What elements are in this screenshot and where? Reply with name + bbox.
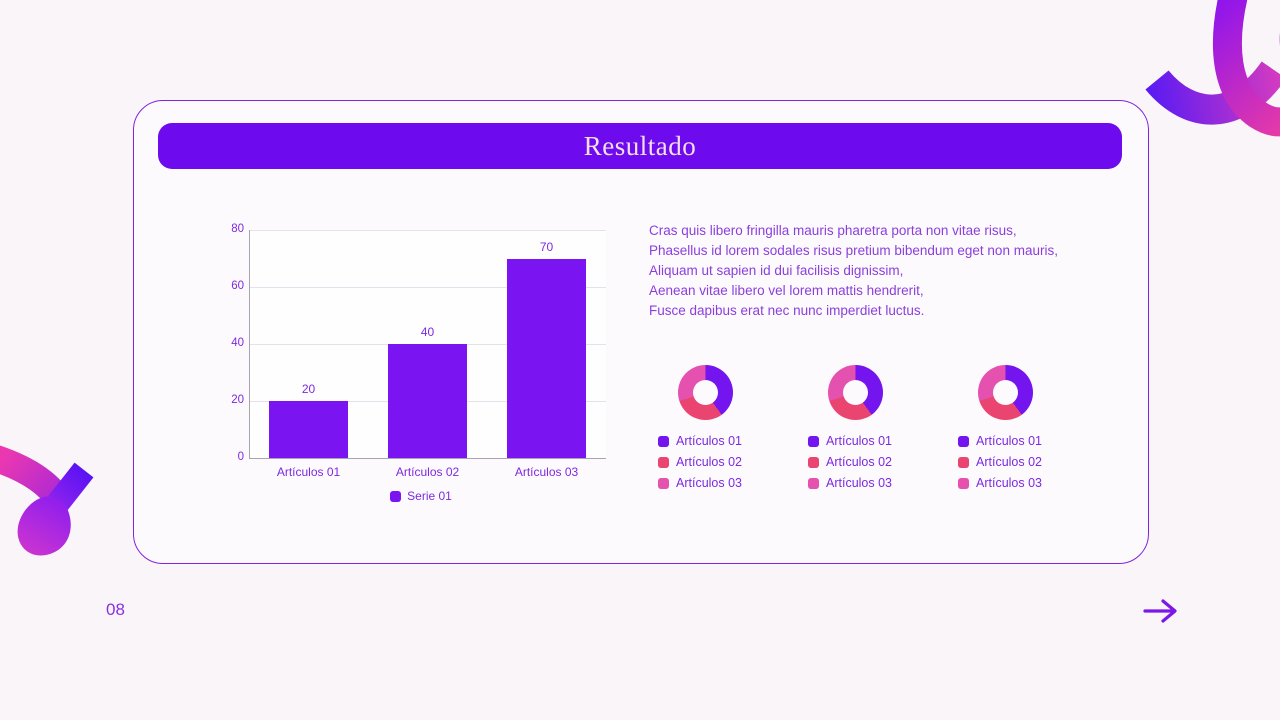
y-axis-tick-label: 0 xyxy=(237,451,244,463)
donut-hole xyxy=(693,380,718,405)
y-axis-line xyxy=(249,230,250,458)
x-axis-category-label: Artículos 02 xyxy=(395,465,460,479)
bar-value-label: 40 xyxy=(420,325,435,339)
legend-swatch xyxy=(658,477,669,489)
legend-label: Artículos 01 xyxy=(826,434,893,448)
legend-label: Serie 01 xyxy=(407,489,452,503)
donut-legend-item: Artículos 02 xyxy=(958,455,1106,469)
donut-charts: Artículos 01 Artículos 02 Artículos 03 Artí… xyxy=(656,359,1126,519)
donut-chart: Artículos 01 Artículos 02 Artículos 03 xyxy=(656,359,806,519)
donut-legend-item: Artículos 03 xyxy=(658,476,806,490)
legend-label: Artículos 03 xyxy=(826,476,893,490)
legend-swatch xyxy=(808,477,819,489)
donut-chart: Artículos 01 Artículos 02 Artículos 03 xyxy=(806,359,956,519)
bar-value-label: 20 xyxy=(301,382,316,396)
arrow-right-icon[interactable] xyxy=(1141,595,1181,627)
legend-label: Artículos 02 xyxy=(676,455,743,469)
body-text: Cras quis libero fringilla mauris pharet… xyxy=(649,221,1079,321)
legend-label: Artículos 03 xyxy=(676,476,743,490)
donut-legend-item: Artículos 03 xyxy=(808,476,956,490)
donut-ring xyxy=(828,365,883,420)
legend-label: Artículos 02 xyxy=(976,455,1043,469)
y-axis-tick-label: 80 xyxy=(231,223,244,235)
legend-swatch xyxy=(808,456,819,468)
bar-value-label: 70 xyxy=(539,239,554,254)
gridline xyxy=(249,287,606,288)
donut-hole xyxy=(993,380,1018,405)
x-axis-category-label: Artículos 03 xyxy=(514,465,579,479)
legend-swatch xyxy=(958,435,969,447)
x-axis-category-label: Artículos 01 xyxy=(276,465,341,479)
legend-swatch xyxy=(958,456,969,468)
donut-hole xyxy=(843,380,868,405)
donut-legend-item: Artículos 02 xyxy=(808,455,956,469)
body-text-line: Phasellus id lorem sodales risus pretium… xyxy=(649,243,1058,258)
legend-label: Artículos 01 xyxy=(676,434,743,448)
body-text-line: Aliquam ut sapien id dui facilisis digni… xyxy=(649,263,904,278)
title-bar: Resultado xyxy=(158,123,1122,169)
y-axis-tick-label: 60 xyxy=(231,280,244,292)
legend-swatch xyxy=(658,456,669,468)
page-number: 08 xyxy=(106,600,125,619)
donut-legend-item: Artículos 02 xyxy=(658,455,806,469)
donut-legend-item: Artículos 01 xyxy=(808,434,956,448)
content-card: Resultado 0 20 40 60 80 20 Artículos 01 40 Artíc… xyxy=(133,100,1149,564)
x-axis-line xyxy=(249,458,606,459)
legend-label: Artículos 02 xyxy=(826,455,893,469)
y-axis-tick-label: 40 xyxy=(231,337,244,349)
donut-legend-item: Artículos 01 xyxy=(958,434,1106,448)
donut-ring xyxy=(678,365,733,420)
chart-legend: Serie 01 xyxy=(226,489,616,503)
donut-legend-item: Artículos 01 xyxy=(658,434,806,448)
y-axis-tick-label: 20 xyxy=(231,394,244,406)
legend-swatch xyxy=(808,435,819,447)
donut-legend-item: Artículos 03 xyxy=(958,476,1106,490)
body-text-line: Cras quis libero fringilla mauris pharet… xyxy=(649,223,1017,238)
bar xyxy=(388,344,467,458)
bar xyxy=(507,258,586,458)
gridline xyxy=(249,230,606,231)
body-text-line: Aenean vitae libero vel lorem mattis hen… xyxy=(649,283,924,298)
legend-swatch xyxy=(958,477,969,489)
legend-label: Artículos 03 xyxy=(976,476,1043,490)
body-text-line: Fusce dapibus erat nec nunc imperdiet lu… xyxy=(649,303,925,318)
legend-label: Artículos 01 xyxy=(976,434,1043,448)
bar-chart: 0 20 40 60 80 20 Artículos 01 40 Artículos 02 70 A… xyxy=(226,223,616,513)
legend-swatch xyxy=(658,435,669,447)
ribbon-decoration-bottom-left xyxy=(0,445,94,556)
donut-ring xyxy=(978,365,1033,420)
slide-title: Resultado xyxy=(583,130,697,161)
bar xyxy=(269,401,348,458)
donut-chart: Artículos 01 Artículos 02 Artículos 03 xyxy=(956,359,1106,519)
legend-swatch xyxy=(390,490,402,502)
